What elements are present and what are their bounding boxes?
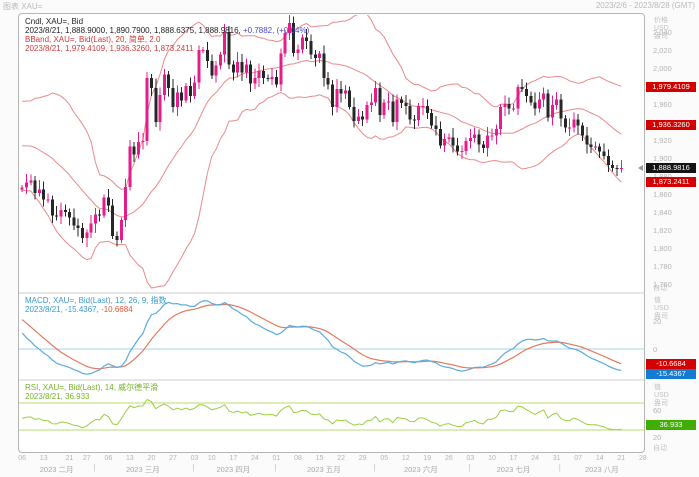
x-day-tick: 24 [531,455,539,462]
x-day-tick: 03 [466,455,475,462]
chart-source-label[interactable]: 图表 XAU= [3,2,43,11]
x-day-tick: 13 [39,455,48,462]
macd-legend-line1: MACD, XAU=, Bid(Last), 12, 26, 9, 指数 [25,296,167,305]
bband-legend-line2: 2023/8/21, 1,979.4109, 1,936.3260, 1,873… [25,44,194,53]
x-day-tick: 17 [229,455,238,462]
x-day-tick: 14 [595,455,604,462]
x-month-separator: | [192,463,195,472]
x-day-tick: 21 [65,455,74,462]
price-legend-line2: 2023/8/21, 1,888.9000, 1,890.7900, 1,888… [25,26,309,35]
x-day-tick: 24 [251,455,259,462]
rsi-axis-title: 值 [654,384,661,391]
rsi-tick-60: 60 [653,405,662,415]
macd-axis-title: 值 [654,297,661,304]
date-range-label: 2023/2/6 - 2023/8/28 (GMT) [595,1,695,10]
x-month-label: 2023 二月 [39,465,74,474]
x-day-tick: 21 [617,455,626,462]
x-month-label: 2023 七月 [496,465,531,474]
x-month-label: 2023 八月 [585,465,619,474]
price-tick-1800: 1,800 [653,243,672,253]
x-month-label: 2023 五月 [306,465,341,474]
x-day-tick: 27 [169,455,177,462]
x-month-separator: | [93,463,96,472]
x-day-tick: 28 [638,455,647,462]
x-day-tick: 31 [552,455,561,462]
rsi-axis-currency: USD [654,392,669,399]
price-tick-1840: 1,840 [653,207,672,217]
rsi-legend-line1: RSI, XAU=, Bid(Last), 14, 威尔德平滑 [25,383,159,392]
x-day-tick: 07 [574,455,583,462]
bband-upper-badge: 1,979.4109 [646,81,696,92]
x-day-tick: 20 [147,455,156,462]
price-tick-1880: 1,880 [653,172,672,181]
macd-tick-20: 20 [653,317,662,327]
x-day-tick: 06 [18,455,27,462]
bband-lower-badge: 1,873.2411 [646,177,696,188]
price-tick-2000: 2,000 [653,64,672,74]
price-tick-2040: 2,040 [653,28,672,38]
x-day-tick: 17 [509,455,518,462]
macd-axis-unit: 盎司 [654,313,668,320]
price-tick-1920: 1,920 [653,136,672,146]
x-month-label: 2023 六月 [403,465,438,474]
price-axis-currency: USD [654,25,669,32]
x-month-separator: | [274,463,277,472]
rsi-legend-line2: 2023/8/21, 36.933 [25,392,90,401]
price-tick-1960: 1,960 [653,100,672,110]
x-day-tick: 10 [488,455,496,462]
price-legend-ohlc: 2023/8/21, 1,888.9000, 1,890.7900, 1,888… [25,26,243,35]
bband-legend-line1: BBand, XAU=, Bid(Last), 20, 简单, 2.0 [25,35,161,44]
x-day-tick: 12 [401,455,410,462]
macd-legend-signal-value: -10.6684 [101,305,133,314]
macd-legend-value: 2023/8/21, -15.4367, [25,305,102,314]
x-month-label: 2023 三月 [125,465,160,474]
x-day-tick: 15 [315,455,324,462]
price-axis-unit: 盎司 [654,33,668,40]
x-day-tick: 05 [380,455,389,462]
x-day-tick: 10 [207,455,216,462]
rsi-axis-unit: 盎司 [654,400,668,407]
rsi-value-badge: 36.933 [646,420,696,431]
x-day-tick: 26 [444,455,453,462]
macd-axis-header: 值 USD 盎司 [654,297,669,321]
last-price-badge: 1,888.9816 [646,162,696,173]
price-tick-1860: 1,860 [653,189,672,199]
price-tick-1760: 1,760 [653,279,672,289]
rsi-tick-20: 20 [653,432,662,442]
price-axis-auto-label[interactable]: 自动 [653,285,667,292]
macd-signal-badge: -10.6684 [646,358,696,369]
price-axis-title: 价格 [654,17,668,24]
price-tick-1900: 1,900 [653,153,672,163]
x-day-tick: 29 [358,455,367,462]
rsi-axis-auto-label[interactable]: 自动 [653,445,667,452]
x-day-tick: 06 [104,455,113,462]
x-day-tick: 01 [272,455,281,462]
price-tick-2020: 2,020 [653,46,672,56]
price-axis-header: 价格 USD 盎司 [654,17,669,41]
x-day-tick: 13 [126,455,134,462]
bband-middle-badge: 1,936.3260 [646,120,696,131]
x-day-tick: 03 [190,455,199,462]
x-month-label: 2023 四月 [216,465,251,474]
rsi-axis-header: 值 USD 盎司 [654,384,669,408]
price-tick-1780: 1,780 [653,261,672,271]
price-legend-change: +0.7882, (+0.04%) [242,26,310,35]
price-legend-line1: Cndl, XAU=, Bid [25,17,84,26]
x-month-separator: | [558,463,561,472]
x-day-tick: 19 [423,455,432,462]
macd-value-badge: -15.4367 [646,368,696,379]
price-tick-1820: 1,820 [653,225,672,235]
x-month-separator: | [373,463,376,472]
x-month-separator: | [468,463,471,472]
macd-axis-currency: USD [654,305,669,312]
x-day-tick: 22 [337,455,345,462]
macd-tick-0: 0 [653,344,658,354]
macd-legend-line2: 2023/8/21, -15.4367, -10.6684 [25,305,133,314]
x-day-tick: 08 [294,455,302,462]
last-price-arrow-icon [638,164,643,171]
x-day-tick: 27 [82,455,91,462]
